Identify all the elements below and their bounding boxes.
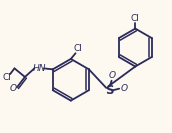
Text: S: S — [105, 84, 114, 97]
Text: O: O — [120, 84, 127, 93]
Text: O: O — [108, 71, 116, 80]
Text: Cl: Cl — [2, 73, 11, 82]
Text: O: O — [10, 84, 17, 93]
Text: Cl: Cl — [131, 14, 140, 23]
Text: Cl: Cl — [73, 44, 82, 53]
Text: HN: HN — [32, 64, 46, 73]
